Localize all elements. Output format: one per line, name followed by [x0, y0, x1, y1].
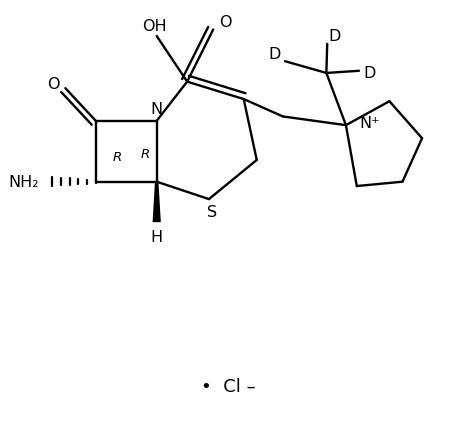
Text: NH₂: NH₂	[9, 175, 39, 190]
Text: N⁺: N⁺	[360, 116, 381, 131]
Polygon shape	[153, 182, 161, 223]
Text: D: D	[364, 66, 376, 81]
Text: O: O	[219, 15, 232, 30]
Text: H: H	[151, 230, 163, 245]
Text: N: N	[151, 102, 163, 117]
Text: O: O	[47, 77, 59, 92]
Text: D: D	[268, 47, 280, 62]
Text: •  Cl –: • Cl –	[201, 377, 256, 395]
Text: D: D	[329, 30, 341, 44]
Text: OH: OH	[142, 19, 167, 33]
Text: R: R	[113, 151, 122, 164]
Text: R: R	[141, 148, 150, 161]
Text: S: S	[207, 204, 218, 219]
